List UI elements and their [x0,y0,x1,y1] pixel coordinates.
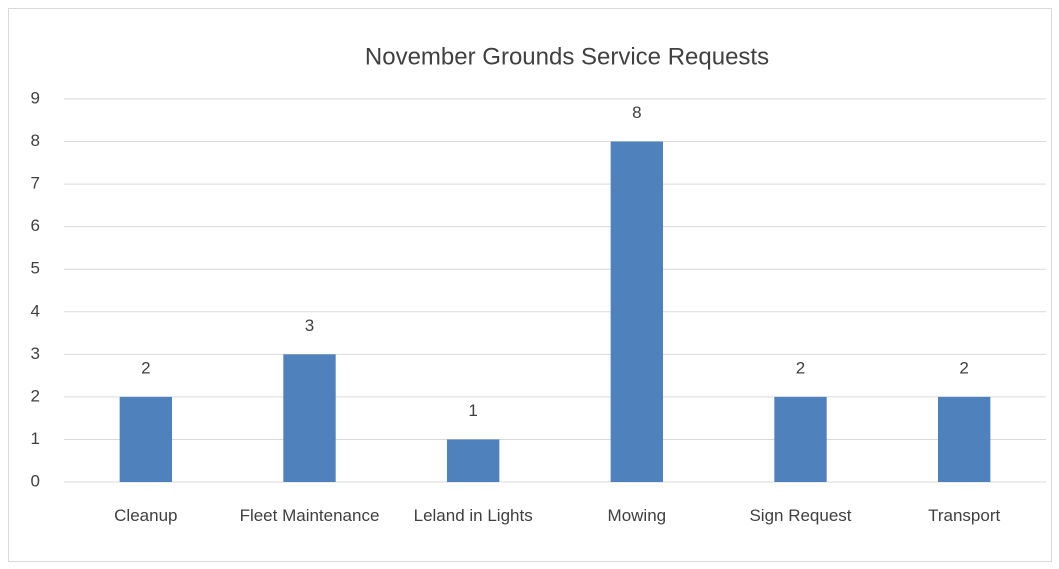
y-tick-label: 0 [31,471,40,490]
data-label: 1 [468,401,477,420]
x-tick-label: Cleanup [114,506,178,525]
y-tick-label: 3 [31,344,40,363]
y-tick-label: 2 [31,386,40,405]
bar [937,396,991,482]
data-label: 2 [141,358,150,377]
bar [119,396,173,482]
bar [446,439,500,482]
data-label: 2 [796,358,805,377]
bar [610,141,664,483]
y-tick-label: 5 [31,259,40,278]
data-label: 8 [632,103,641,122]
x-tick-label: Leland in Lights [413,506,533,525]
y-tick-label: 4 [31,301,40,320]
chart-title: November Grounds Service Requests [365,43,769,70]
bar [774,396,827,482]
chart-border [8,8,1052,562]
y-tick-label: 1 [31,429,40,448]
y-tick-label: 8 [31,131,40,150]
x-tick-label: Transport [928,506,1001,525]
x-tick-label: Sign Request [749,506,852,525]
bar [283,354,336,482]
data-label: 2 [959,358,968,377]
y-tick-label: 9 [31,88,40,107]
x-tick-label: Mowing [607,506,667,525]
x-tick-label: Fleet Maintenance [239,506,380,525]
data-label: 3 [305,316,314,335]
y-tick-label: 6 [31,216,40,235]
y-tick-label: 7 [31,174,40,193]
